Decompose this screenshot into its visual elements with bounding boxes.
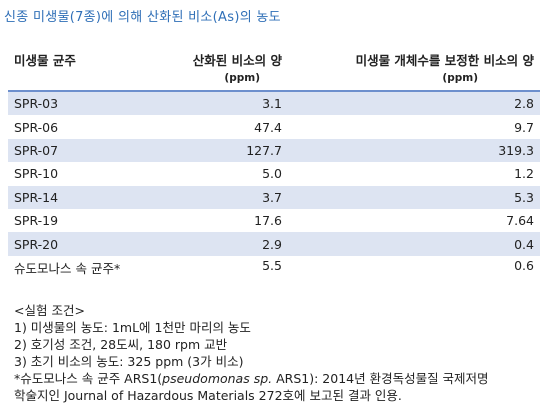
table-row: 슈도모나스 속 균주* 5.5 0.6 — [8, 256, 540, 296]
cell-strain: SPR-14 — [8, 185, 134, 209]
cell-strain: SPR-07 — [8, 138, 134, 163]
cell-oxidized: 5.0 — [262, 166, 282, 182]
cell-corrected: 0.4 — [288, 232, 540, 256]
header-corrected-label: 미생물 개체수를 보정한 비소의 양 — [355, 53, 534, 68]
arsenic-table: 미생물 균주 산화된 비소의 양 (ppm) 미생물 개체수를 보정한 비소의 … — [8, 44, 540, 296]
table-row: SPR-19 17.6 7.64 — [8, 209, 540, 232]
cell-strain: SPR-10 — [14, 166, 59, 182]
table-row: SPR-06 47.4 9.7 — [8, 115, 540, 138]
cell-strain: 슈도모나스 속 균주* — [14, 260, 121, 276]
table-row: SPR-07 127.7 319.3 — [8, 138, 540, 163]
cell-corrected: 9.7 — [514, 119, 534, 135]
header-strain: 미생물 균주 — [8, 44, 134, 91]
cell-strain: SPR-06 — [14, 119, 59, 135]
cell-strain: SPR-19 — [14, 213, 59, 229]
cell-strain: SPR-03 — [8, 91, 134, 116]
cell-oxidized: 17.6 — [254, 213, 282, 229]
cell-corrected: 1.2 — [514, 166, 534, 182]
footnote-line-2: 학술지인 Journal of Hazardous Materials 272호… — [14, 388, 402, 403]
header-corrected: 미생물 개체수를 보정한 비소의 양 (ppm) — [288, 44, 540, 91]
cell-corrected: 7.64 — [506, 213, 534, 229]
cell-oxidized: 2.9 — [134, 232, 288, 256]
cell-corrected: 0.6 — [514, 257, 534, 273]
table-row: SPR-20 2.9 0.4 — [8, 232, 540, 256]
footnote-suffix: ARS1): 2014년 환경독성물질 국제저명 — [272, 371, 489, 386]
cell-oxidized: 3.1 — [134, 91, 288, 116]
cell-corrected: 5.3 — [288, 185, 540, 209]
header-oxidized: 산화된 비소의 양 (ppm) — [134, 44, 288, 91]
header-oxidized-unit: (ppm) — [224, 72, 260, 84]
note-item: 3) 초기 비소의 농도: 325 ppm (3가 비소) — [14, 354, 244, 369]
header-oxidized-label: 산화된 비소의 양 — [192, 53, 282, 68]
cell-oxidized: 127.7 — [134, 138, 288, 163]
notes-heading: <실험 조건> — [14, 303, 85, 318]
footnote-line-1: *슈도모나스 속 균주 ARS1(pseudomonas sp. ARS1): … — [14, 370, 489, 387]
experiment-notes: <실험 조건> 1) 미생물의 농도: 1mL에 1천만 마리의 농도 2) 호… — [14, 302, 489, 404]
cell-corrected: 2.8 — [288, 91, 540, 116]
header-corrected-unit: (ppm) — [442, 72, 478, 84]
cell-corrected: 319.3 — [288, 138, 540, 163]
table-row: SPR-14 3.7 5.3 — [8, 185, 540, 209]
table-row: SPR-03 3.1 2.8 — [8, 91, 540, 116]
note-item: 2) 호기성 조건, 28도씨, 180 rpm 교반 — [14, 337, 228, 352]
note-item: 1) 미생물의 농도: 1mL에 1천만 마리의 농도 — [14, 320, 251, 335]
page-title: 신종 미생물(7종)에 의해 산화된 비소(As)의 농도 — [4, 10, 281, 25]
cell-oxidized: 3.7 — [134, 185, 288, 209]
cell-oxidized: 5.5 — [262, 257, 282, 273]
table-header-row: 미생물 균주 산화된 비소의 양 (ppm) 미생물 개체수를 보정한 비소의 … — [8, 44, 540, 91]
table-row: SPR-10 5.0 1.2 — [8, 162, 540, 185]
header-strain-label: 미생물 균주 — [14, 53, 76, 68]
cell-oxidized: 47.4 — [254, 119, 282, 135]
footnote-italic: pseudomonas sp. — [162, 371, 273, 386]
footnote-prefix: *슈도모나스 속 균주 ARS1( — [14, 371, 163, 386]
cell-strain: SPR-20 — [8, 232, 134, 256]
